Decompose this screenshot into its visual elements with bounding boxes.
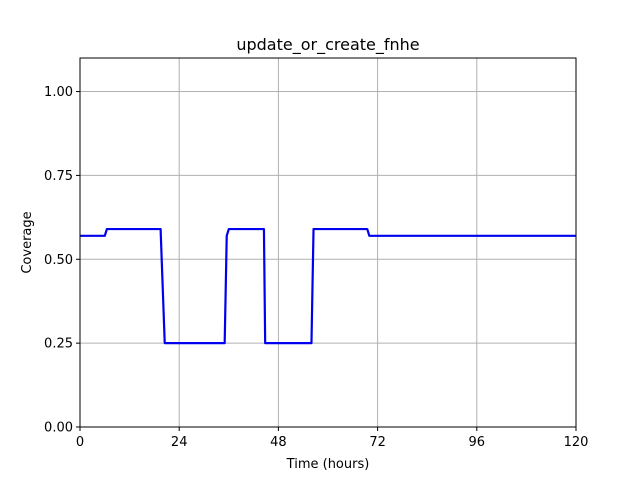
y-tick-label: 0.25 [44,337,73,352]
y-tick-label: 0.75 [44,169,73,184]
x-tick-label: 72 [369,435,386,450]
plot-frame [79,57,577,428]
series-line [80,227,576,345]
y-tick-label: 0.50 [44,253,73,268]
x-tick-label: 0 [76,435,84,450]
x-tick-label: 48 [270,435,287,450]
x-tick-label: 24 [171,435,188,450]
x-tick-label: 96 [469,435,486,450]
y-tick-label: 1.00 [44,85,73,100]
x-axis-ticks: 0 24 48 72 96 120 [76,427,589,450]
y-axis-label: Coverage [20,211,35,273]
series-layer [80,227,576,345]
x-axis-label: Time (hours) [286,457,370,472]
chart-title: update_or_create_fnhe [236,35,419,55]
y-tick-label: 0.00 [44,421,73,436]
x-tick-label: 120 [564,435,589,450]
y-axis-ticks: 0.00 0.25 0.50 0.75 1.00 [44,85,80,436]
